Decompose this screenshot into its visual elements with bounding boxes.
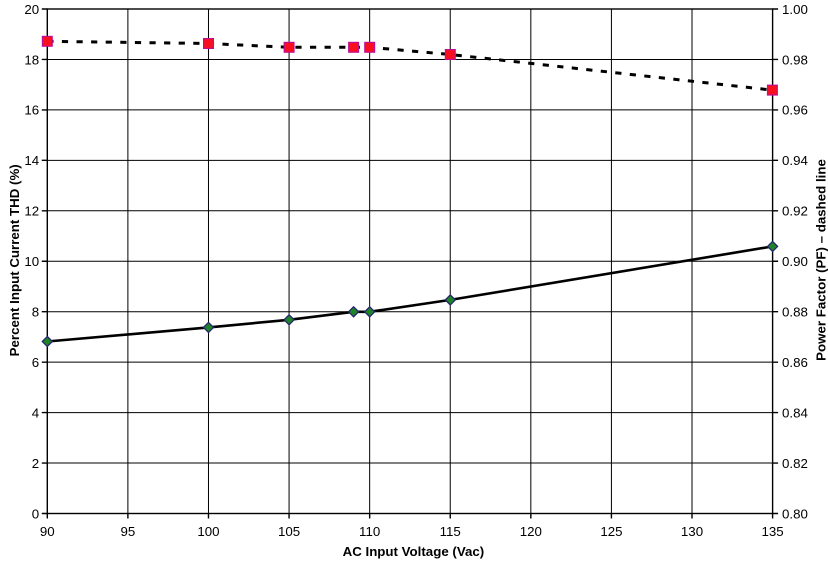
svg-text:0.94: 0.94 (782, 153, 808, 168)
svg-text:Power Factor (PF) – dashed lin: Power Factor (PF) – dashed line (814, 159, 828, 361)
svg-text:115: 115 (440, 524, 461, 539)
svg-text:135: 135 (762, 524, 784, 539)
svg-text:130: 130 (681, 524, 703, 539)
svg-text:105: 105 (278, 524, 300, 539)
svg-text:0.80: 0.80 (782, 506, 808, 521)
svg-text:120: 120 (520, 524, 542, 539)
svg-text:0: 0 (32, 506, 39, 521)
svg-text:Percent Input Current THD (%): Percent Input Current THD (%) (7, 164, 22, 356)
svg-text:20: 20 (24, 2, 39, 17)
svg-text:0.98: 0.98 (782, 52, 808, 67)
svg-text:1.00: 1.00 (782, 2, 808, 17)
svg-text:12: 12 (24, 204, 39, 219)
svg-text:10: 10 (24, 254, 39, 269)
svg-text:0.82: 0.82 (782, 456, 808, 471)
svg-text:14: 14 (24, 153, 39, 168)
svg-text:8: 8 (32, 305, 39, 320)
svg-text:16: 16 (24, 103, 39, 118)
svg-text:125: 125 (600, 524, 622, 539)
svg-text:AC Input Voltage (Vac): AC Input Voltage (Vac) (343, 544, 485, 559)
svg-text:18: 18 (24, 52, 39, 67)
svg-text:95: 95 (120, 524, 135, 539)
svg-text:0.90: 0.90 (782, 254, 808, 269)
svg-text:0.92: 0.92 (782, 204, 808, 219)
svg-text:90: 90 (40, 524, 55, 539)
svg-text:0.88: 0.88 (782, 305, 808, 320)
svg-text:0.84: 0.84 (782, 405, 808, 420)
svg-text:4: 4 (32, 405, 39, 420)
svg-text:6: 6 (32, 355, 39, 370)
svg-text:110: 110 (359, 524, 380, 539)
svg-text:100: 100 (197, 524, 219, 539)
svg-text:0.86: 0.86 (782, 355, 808, 370)
svg-text:0.96: 0.96 (782, 103, 808, 118)
svg-text:2: 2 (32, 456, 39, 471)
